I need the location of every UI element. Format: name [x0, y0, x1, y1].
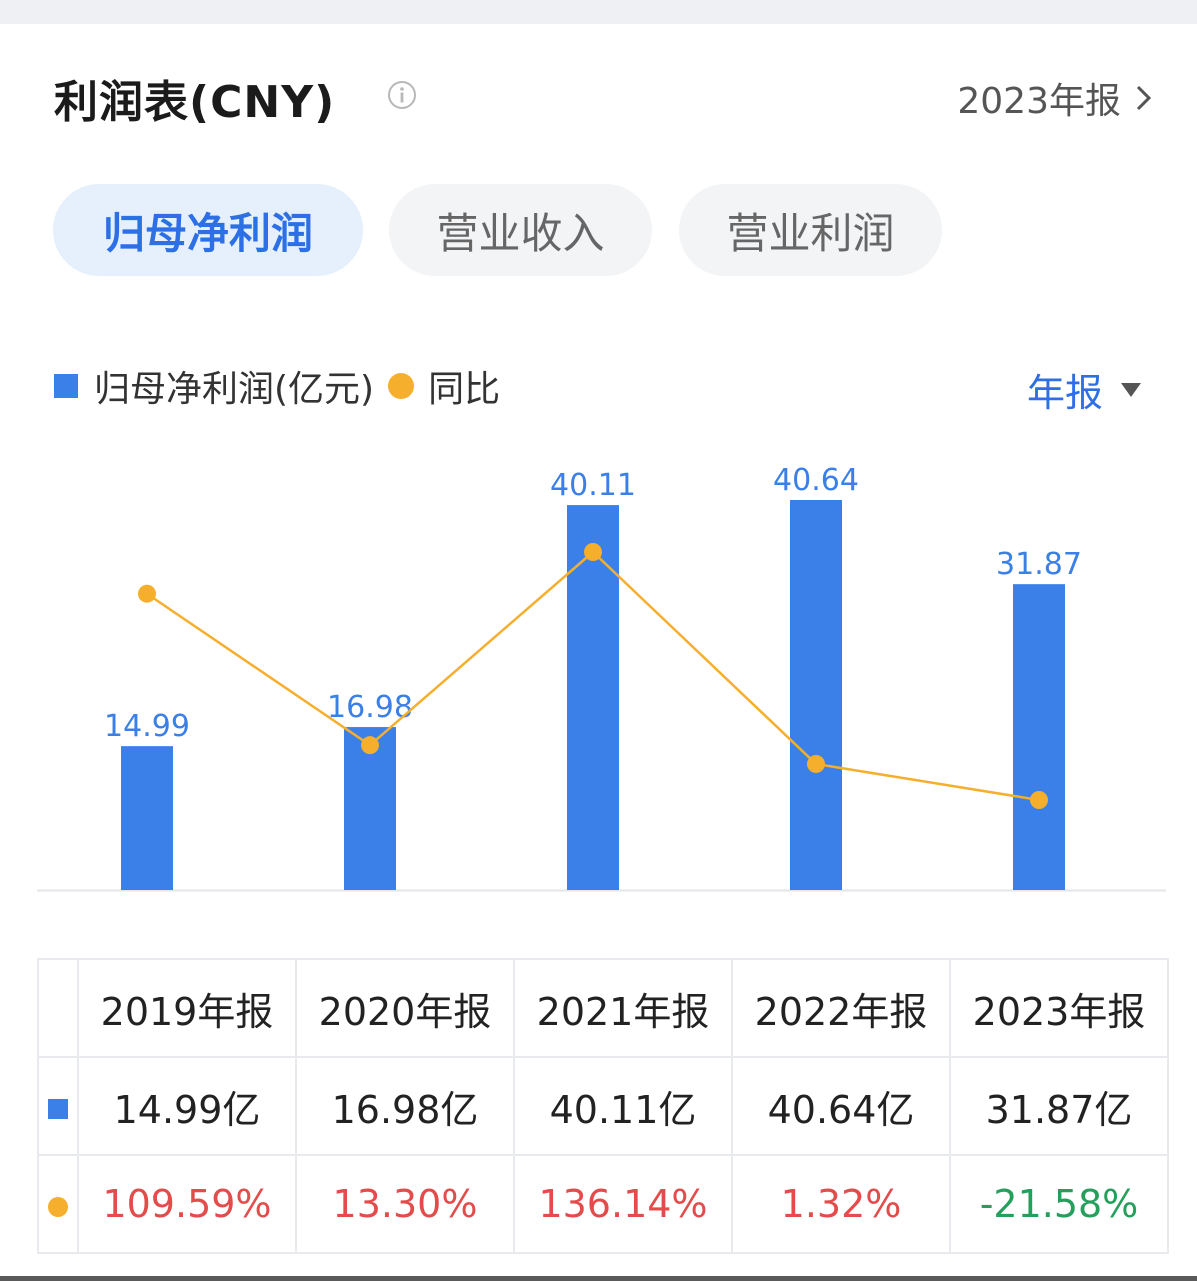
table-cell-profit: 40.64亿	[731, 1056, 951, 1156]
legend-bar-label: 归母净利润(亿元)	[94, 369, 375, 410]
table-corner-cell	[37, 958, 79, 1058]
yoy-point	[1030, 791, 1048, 809]
table-header-cell: 2019年报	[77, 958, 297, 1058]
dot-marker-icon	[48, 1197, 68, 1217]
bar	[567, 505, 619, 890]
bar	[344, 727, 396, 890]
period-selector[interactable]: 年报	[1027, 362, 1141, 417]
table-header-row: 2019年报 2020年报 2021年报 2022年报 2023年报	[37, 958, 1169, 1058]
legend-bar-swatch	[54, 374, 78, 398]
table-cell-yoy: 109.59%	[77, 1154, 297, 1254]
bar-data-label: 40.11	[550, 468, 636, 503]
table-cell-yoy: 13.30%	[295, 1154, 515, 1254]
table-cell-profit: 14.99亿	[77, 1056, 297, 1156]
table-header-cell: 2022年报	[731, 958, 951, 1058]
bar-data-label: 31.87	[996, 547, 1082, 582]
yoy-point	[138, 584, 156, 603]
row-marker-bar	[37, 1056, 79, 1156]
yoy-point	[584, 543, 602, 561]
bar-marker-icon	[48, 1099, 68, 1119]
table-cell-yoy: 136.14%	[513, 1154, 733, 1254]
bar-data-label: 14.99	[104, 709, 190, 744]
table-cell-profit: 31.87亿	[949, 1056, 1169, 1156]
tab-revenue[interactable]: 营业收入	[389, 184, 652, 276]
report-period-label: 2023年报	[957, 81, 1121, 122]
yoy-point	[361, 736, 379, 755]
bar	[121, 746, 173, 890]
bar-data-label: 40.64	[773, 463, 859, 498]
tab-net-profit-label: 归母净利润	[102, 208, 313, 258]
table-cell-profit: 16.98亿	[295, 1056, 515, 1156]
legend-line-swatch	[388, 373, 415, 399]
table-header-cell: 2023年报	[949, 958, 1169, 1058]
legend-line-label: 同比	[428, 369, 501, 410]
tab-operating-profit[interactable]: 营业利润	[679, 184, 942, 276]
bottom-strip	[0, 1276, 1197, 1281]
table-cell-yoy: 1.32%	[731, 1154, 951, 1254]
info-icon[interactable]	[387, 80, 417, 110]
tab-revenue-label: 营业收入	[436, 208, 605, 258]
caret-down-icon	[1121, 382, 1141, 397]
period-selector-label: 年报	[1026, 371, 1103, 415]
chevron-right-icon	[1136, 85, 1152, 111]
page-title: 利润表(CNY)	[54, 77, 336, 128]
table-cell-yoy: -21.58%	[949, 1154, 1169, 1254]
data-table: 2019年报 2020年报 2021年报 2022年报 2023年报 14.99…	[37, 958, 1169, 1254]
table-row-net-profit: 14.99亿 16.98亿 40.11亿 40.64亿 31.87亿	[37, 1056, 1169, 1156]
table-header-cell: 2020年报	[295, 958, 515, 1058]
chart-legend: 归母净利润(亿元) 同比	[54, 360, 500, 412]
table-row-yoy: 109.59% 13.30% 136.14% 1.32% -21.58%	[37, 1154, 1169, 1254]
tab-operating-profit-label: 营业利润	[726, 208, 895, 258]
table-header-cell: 2021年报	[513, 958, 733, 1058]
table-cell-profit: 40.11亿	[513, 1056, 733, 1156]
bar	[1013, 584, 1065, 890]
tab-net-profit[interactable]: 归母净利润	[53, 184, 363, 276]
bar	[790, 500, 842, 890]
yoy-point	[807, 754, 825, 773]
report-period-link[interactable]: 2023年报	[957, 72, 1153, 124]
row-marker-line	[37, 1154, 79, 1254]
top-strip	[0, 0, 1197, 24]
